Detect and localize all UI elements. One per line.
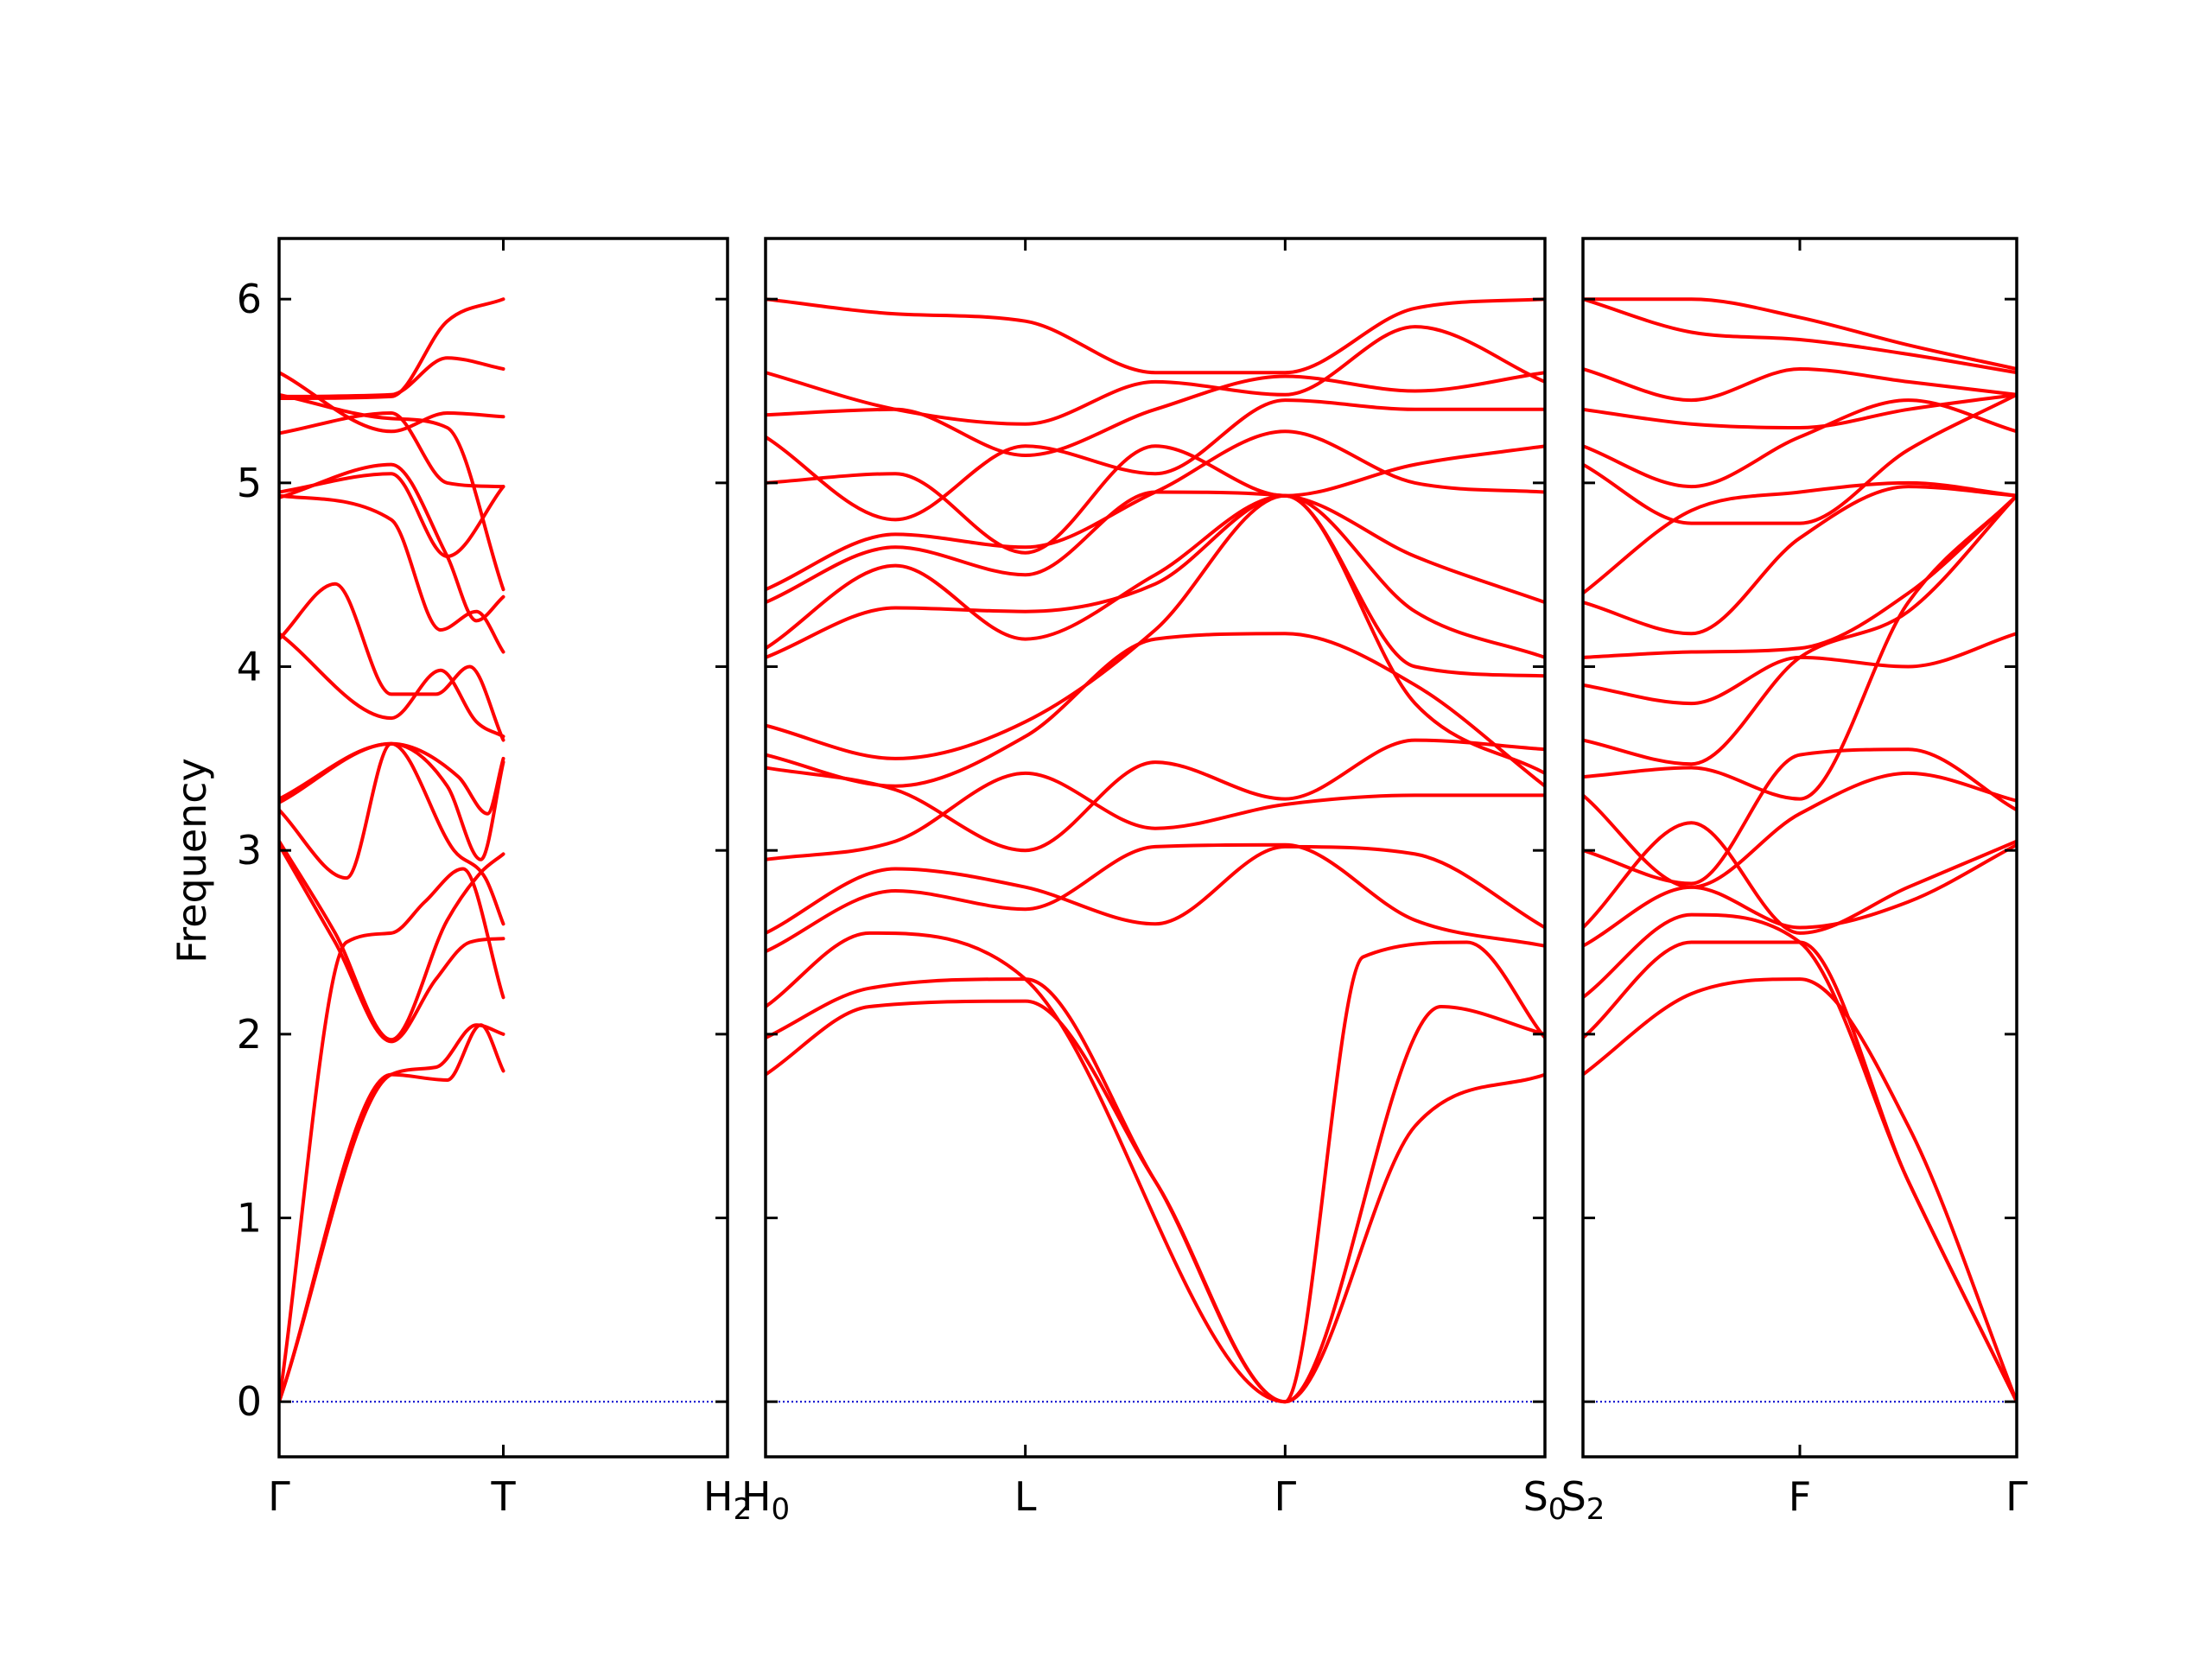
band-line-15 bbox=[1583, 398, 2017, 489]
band-line-12 bbox=[1583, 485, 2017, 636]
band-line-9 bbox=[766, 493, 1545, 775]
band-line-9 bbox=[279, 582, 505, 742]
panel-frame bbox=[277, 237, 729, 1459]
band-line-12 bbox=[279, 462, 505, 623]
band-line-11 bbox=[279, 493, 505, 654]
x-tick-label: H0 bbox=[741, 1473, 790, 1527]
band-line-18 bbox=[766, 297, 1545, 375]
band-line-17 bbox=[766, 325, 1545, 426]
band-line-3 bbox=[766, 931, 1545, 1404]
band-line-5 bbox=[766, 844, 1545, 935]
x-tick-label: S2 bbox=[1561, 1473, 1605, 1527]
y-tick-label: 3 bbox=[237, 827, 262, 874]
y-tick-label: 6 bbox=[237, 276, 262, 322]
band-line-5 bbox=[279, 839, 505, 1042]
band-line-6 bbox=[1583, 747, 2017, 886]
band-line-9 bbox=[1583, 493, 2017, 766]
y-tick-label: 2 bbox=[237, 1011, 262, 1058]
band-line-15 bbox=[766, 398, 1545, 522]
band-line-11 bbox=[1583, 493, 2017, 659]
x-tick-label: Γ bbox=[1274, 1473, 1297, 1520]
band-line-15 bbox=[279, 392, 505, 592]
band-line-18 bbox=[279, 297, 505, 400]
bands bbox=[766, 297, 1545, 1404]
y-tick-label: 4 bbox=[237, 644, 262, 690]
x-tick-label: Γ bbox=[268, 1473, 290, 1520]
band-line-16 bbox=[766, 371, 1545, 457]
band-line-3 bbox=[279, 867, 505, 1404]
panel-frame bbox=[764, 237, 1547, 1459]
y-tick-label: 0 bbox=[237, 1378, 262, 1425]
band-line-17 bbox=[279, 356, 505, 398]
band-line-1 bbox=[1583, 977, 2017, 1404]
band-line-1 bbox=[279, 1023, 505, 1404]
band-line-6 bbox=[766, 771, 1545, 861]
band-line-13 bbox=[766, 429, 1545, 592]
band-line-3 bbox=[1583, 912, 2017, 1404]
band-line-7 bbox=[766, 738, 1545, 853]
band-line-8 bbox=[766, 632, 1545, 788]
band-line-2 bbox=[766, 977, 1545, 1404]
band-line-19 bbox=[1583, 297, 2017, 371]
y-tick-label: 1 bbox=[237, 1195, 262, 1242]
band-line-17 bbox=[1583, 367, 2017, 403]
y-tick-label: 5 bbox=[237, 460, 262, 506]
band-line-5 bbox=[1583, 821, 2017, 935]
x-tick-label: H2 bbox=[703, 1473, 752, 1527]
panel-2: H0 L Γ S0 bbox=[741, 237, 1567, 1527]
bands bbox=[279, 297, 505, 1404]
band-line-2 bbox=[1583, 940, 2017, 1404]
bands bbox=[1583, 297, 2017, 1404]
band-line-14 bbox=[279, 411, 505, 489]
panel-3: S2 F Γ bbox=[1561, 237, 2028, 1527]
x-tick-label: L bbox=[1014, 1473, 1037, 1520]
band-line-1 bbox=[766, 999, 1545, 1404]
x-tick-label: F bbox=[1789, 1473, 1811, 1520]
panel-1: 0 1 2 3 4 5 6 Γ T H2 bbox=[237, 237, 752, 1527]
band-line-13 bbox=[1583, 480, 2017, 595]
band-line-14 bbox=[1583, 392, 2017, 525]
band-line-10 bbox=[279, 632, 505, 739]
band-line-10 bbox=[1583, 632, 2017, 706]
band-line-14 bbox=[766, 444, 1545, 555]
band-line-11 bbox=[766, 493, 1545, 659]
band-line-8 bbox=[279, 741, 505, 816]
band-line-18 bbox=[1583, 297, 2017, 375]
band-line-2 bbox=[279, 1023, 505, 1404]
band-line-16 bbox=[1583, 392, 2017, 429]
band-line-8 bbox=[1583, 493, 2017, 801]
band-line-16 bbox=[279, 371, 505, 434]
band-line-10 bbox=[766, 493, 1545, 678]
x-tick-label: S0 bbox=[1523, 1473, 1567, 1527]
x-tick-label: Γ bbox=[2005, 1473, 2028, 1520]
band-line-4 bbox=[766, 842, 1545, 954]
band-line-13 bbox=[279, 472, 505, 558]
band-line-6 bbox=[279, 741, 505, 880]
x-tick-label: T bbox=[490, 1473, 516, 1520]
band-line-4 bbox=[1583, 842, 2017, 948]
y-axis-label: Frequency bbox=[168, 758, 215, 963]
band-line-7 bbox=[1583, 771, 2017, 889]
